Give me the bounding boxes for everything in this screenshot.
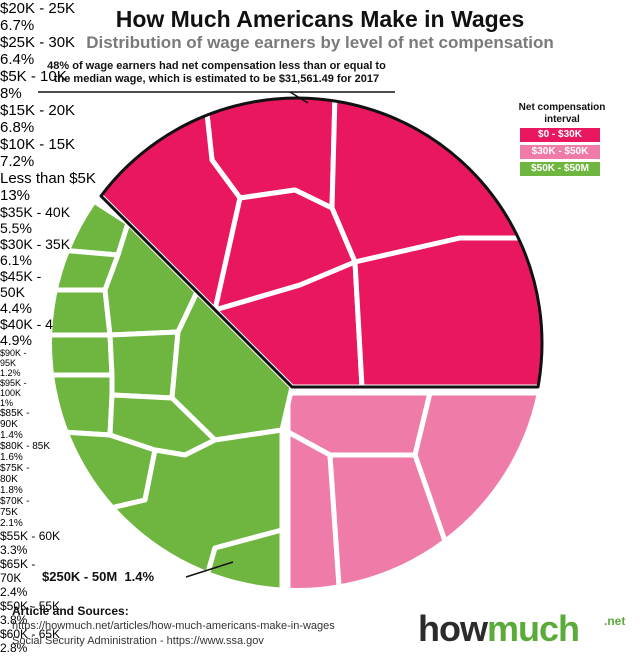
legend-entry: $0 - $30K <box>520 128 600 142</box>
group-outline <box>99 96 544 389</box>
cell-value: 3.8% <box>0 613 28 627</box>
logo-suffix: .net <box>604 614 626 628</box>
cell <box>285 429 343 588</box>
cell-value: 3.3% <box>0 543 28 557</box>
cell <box>52 372 115 438</box>
cell-label: $35K - 40K 5.5% <box>0 204 110 236</box>
cell-value: 4.9% <box>0 332 32 348</box>
cell-label: $5K - 10K 8% <box>0 68 120 102</box>
cell-category: $75K - 80K <box>0 463 30 485</box>
annotation: 48% of wage earners had net compensation… <box>47 60 386 86</box>
cell <box>52 332 115 378</box>
cell-label: $80K - 85K 1.6% <box>0 441 80 463</box>
cell-value: 6.7% <box>0 17 35 34</box>
cell-value: 8% <box>0 85 22 102</box>
cell-category: $95K - 100K <box>0 378 27 398</box>
logo-text: how <box>418 608 488 649</box>
cell-value: 1.4% <box>124 569 155 584</box>
cells <box>52 98 542 588</box>
cell-label: $20K - 25K 6.7% <box>0 0 120 34</box>
cell-label: $45K - 50K 4.4% <box>0 268 55 316</box>
cell-category: $65K - 70K <box>0 557 36 585</box>
cell-value: 1.6% <box>0 452 23 463</box>
cell-category: $50K - 55K <box>0 599 61 613</box>
annotation-pointer <box>289 91 309 104</box>
cell-value: 5.5% <box>0 220 32 236</box>
cell-category: $25K - 30K <box>0 34 76 51</box>
cell <box>107 329 181 401</box>
legend-entry: $30K - $50K <box>520 145 600 159</box>
cell-category: $5K - 10K <box>0 68 67 85</box>
cell-category: $10K - 15K <box>0 136 76 153</box>
cell-category: $60K - 65K <box>0 627 61 641</box>
cell-category: $90K - 95K <box>0 348 27 368</box>
cell-category: $20K - 25K <box>0 0 76 17</box>
cell-label: $85K - 90K 1.4% <box>0 408 34 441</box>
cell-category: $45K - 50K <box>0 268 42 300</box>
cell-label: Less than $5K 13% <box>0 170 120 204</box>
cell-label: $15K - 20K 6.8% <box>0 102 110 136</box>
cell-value: 2.4% <box>0 585 28 599</box>
cell-value: 4.4% <box>0 300 32 316</box>
cell-category: $30K - 35K <box>0 236 71 252</box>
chart-subtitle: Distribution of wage earners by level of… <box>86 33 554 52</box>
cell-value: 1.2% <box>0 368 21 378</box>
cell-value: 6.8% <box>0 119 35 136</box>
cell-value: 1.4% <box>0 430 23 441</box>
outside-label: $250K - 50M 1.4% <box>42 569 154 584</box>
cell-value: 2.8% <box>0 641 28 655</box>
footer-heading: Article and Sources: <box>12 604 129 618</box>
cell-label: $50K - 55K 3.8% <box>0 599 90 627</box>
cell-category: $250K - 50M <box>42 569 118 584</box>
cell-value: 6.1% <box>0 252 32 268</box>
legend-title: Net compensation interval <box>518 102 606 125</box>
chart-title: How Much Americans Make in Wages <box>115 6 525 32</box>
cell-label: $30K - 35K 6.1% <box>0 236 110 268</box>
cell-label: $55K - 60K 3.3% <box>0 529 90 557</box>
cell-category: $80K - 85K <box>0 441 51 452</box>
footer-line: Social Security Administration - https:/… <box>12 635 264 647</box>
cell-category: $70K - 75K <box>0 496 30 518</box>
cell <box>52 287 113 338</box>
cell <box>412 390 542 588</box>
footer-line: https://howmuch.net/articles/how-much-am… <box>12 620 335 632</box>
cell-value: 1% <box>0 398 14 408</box>
cell-value: 2.1% <box>0 518 23 529</box>
logo-accent: much <box>486 608 580 649</box>
cell-value: 1.8% <box>0 485 23 496</box>
cell-category: $85K - 90K <box>0 408 30 430</box>
cell-label: $95K - 100K 1% <box>0 378 30 408</box>
cell <box>352 235 542 390</box>
cell-label: $25K - 30K 6.4% <box>0 34 110 68</box>
cell-label: $65K - 70K 2.4% <box>0 557 44 599</box>
cell-category: Less than $5K <box>0 170 96 187</box>
logo: howmuch <box>418 608 580 650</box>
cell-label: $90K - 95K 1.2% <box>0 348 30 378</box>
cell-value: 6.4% <box>0 51 35 68</box>
cell-value: 7.2% <box>0 153 35 170</box>
legend-entry: $50K - $50M <box>520 162 600 176</box>
cell-label: $70K - 75K 2.1% <box>0 496 36 529</box>
cell-label: $10K - 15K 7.2% <box>0 136 110 170</box>
cell-category: $55K - 60K <box>0 529 61 543</box>
cell-label: $60K - 65K 2.8% <box>0 627 90 655</box>
cell-category: $15K - 20K <box>0 102 76 119</box>
cell-label: $75K - 80K 1.8% <box>0 463 36 496</box>
cell-category: $35K - 40K <box>0 204 71 220</box>
label-pointer <box>185 561 234 578</box>
cell-value: 13% <box>0 187 31 204</box>
